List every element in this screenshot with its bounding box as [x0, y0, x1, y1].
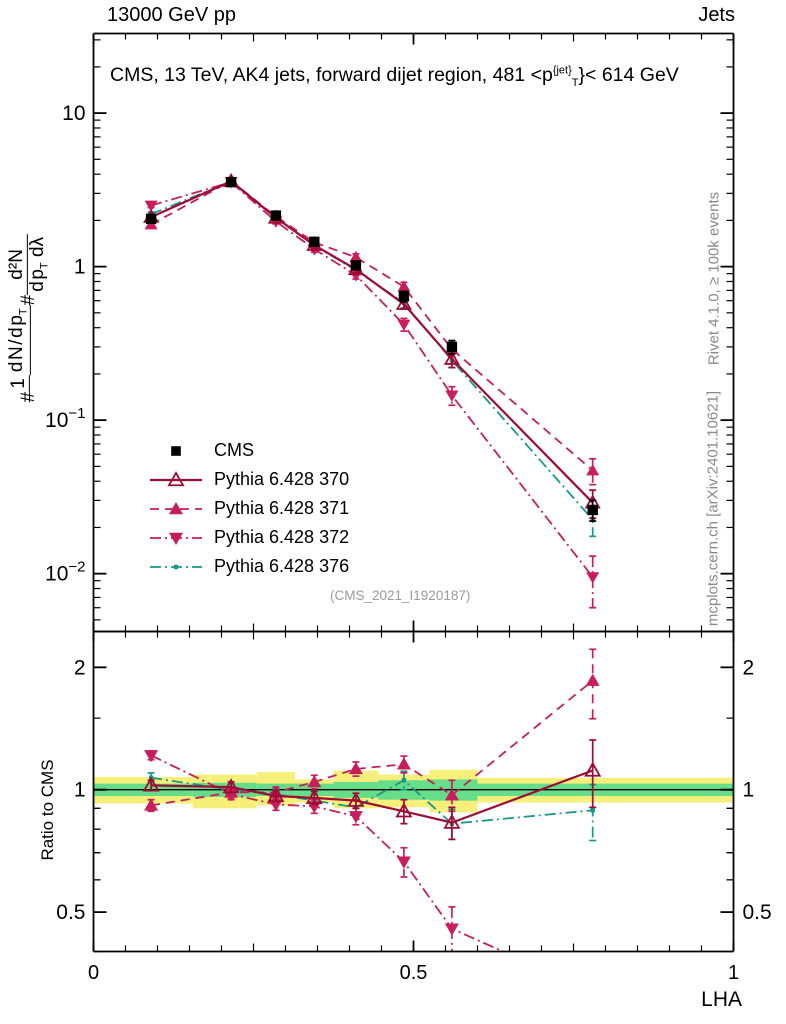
mcplots-source-label: mcplots.cern.ch [arXiv:2401.10621]	[704, 390, 722, 627]
ratio-y-tick-label-right: 1	[743, 779, 755, 802]
legend-label: Pythia 6.428 372	[214, 527, 350, 547]
marker-triangle-down	[144, 750, 159, 763]
marker-triangle-up	[307, 774, 322, 788]
ratio-y-tick-label: 0.5	[56, 901, 85, 924]
legend: CMS Pythia 6.428 370 Pythia 6.428 371 Py…	[148, 436, 349, 581]
marker-triangle-open	[142, 776, 160, 792]
plot-title-post: }< 614 GeV	[578, 64, 679, 86]
marker-triangle-open	[443, 350, 460, 365]
marker-square	[398, 291, 410, 302]
marker-square	[270, 210, 282, 221]
marker-triangle-up	[397, 280, 411, 292]
ratio-y-tick-label-right: 2	[743, 656, 755, 679]
marker-triangle-up	[349, 250, 363, 263]
marker-triangle-up	[144, 798, 159, 811]
ratio-panel-frame	[92, 630, 735, 953]
ratio-y-tick-label: 1	[74, 779, 86, 802]
svg-text:10: 10	[62, 102, 85, 125]
marker-triangle-open	[395, 802, 413, 818]
legend-item[interactable]: Pythia 6.428 372	[148, 523, 349, 552]
marker-triangle-down	[397, 319, 411, 331]
marker-square	[446, 341, 458, 353]
marker-square	[350, 260, 362, 271]
marker-triangle-up	[444, 788, 459, 801]
legend-key-glyph	[150, 564, 202, 569]
ratio-y-axis-label: Ratio to CMS	[38, 759, 57, 861]
marker-triangle-up	[586, 463, 600, 476]
marker-triangle-up	[169, 501, 183, 514]
series-cms	[145, 176, 598, 522]
marker-square	[145, 213, 157, 224]
x-tick-label: 1	[728, 962, 739, 984]
marker-triangle-down	[586, 572, 600, 584]
marker-triangle-down	[169, 532, 183, 545]
legend-key-glyph	[150, 470, 202, 486]
marker-dot	[590, 808, 595, 813]
legend-key	[148, 470, 204, 490]
plot-title-subscript: T	[571, 76, 579, 89]
svg-text:1: 1	[74, 256, 86, 279]
marker-triangle-open	[443, 813, 461, 829]
legend-item[interactable]: Pythia 6.428 376	[148, 552, 349, 581]
marker-triangle-open	[347, 791, 365, 807]
legend-item[interactable]: CMS	[148, 436, 349, 465]
marker-square	[225, 176, 237, 188]
marker-triangle-open	[395, 295, 412, 310]
marker-square	[587, 504, 598, 516]
legend-key	[148, 528, 204, 548]
header-beam-label: 13000 GeV pp	[107, 4, 236, 26]
marker-triangle-open	[267, 787, 285, 803]
marker-triangle-up	[348, 761, 363, 775]
legend-label: Pythia 6.428 376	[214, 556, 350, 576]
marker-triangle-down	[348, 811, 363, 824]
legend-key-glyph	[150, 532, 202, 545]
marker-square	[309, 236, 320, 248]
marker-triangle-open	[222, 778, 240, 794]
x-axis-label: LHA	[701, 988, 742, 1011]
main-y-axis-label: #1 d N / d pT # d²N d pT dλ	[6, 158, 51, 478]
ratio-uncertainty-bands	[93, 769, 734, 813]
analysis-id-watermark: (CMS_2021_I1920187)	[330, 588, 471, 603]
legend-key-glyph	[150, 501, 202, 514]
marker-triangle-down	[445, 390, 459, 402]
main-y-tick-label: 1	[74, 256, 86, 279]
legend-key-glyph	[171, 445, 181, 456]
plot-title-superscript: {jet}	[552, 64, 572, 77]
marker-dot	[401, 778, 407, 783]
x-tick-label: 0	[88, 962, 99, 984]
marker-triangle-open	[584, 761, 602, 777]
marker-triangle-down	[444, 923, 459, 936]
marker-triangle-down	[144, 200, 158, 213]
legend-label: CMS	[214, 440, 254, 460]
marker-triangle-open	[167, 470, 185, 486]
header-analysis-label: Jets	[698, 4, 735, 26]
series-pythia-6-428-370	[142, 739, 602, 841]
marker-triangle-up	[396, 757, 411, 770]
plot-title-pre: CMS, 13 TeV, AK4 jets, forward dijet reg…	[110, 64, 553, 86]
legend-label: Pythia 6.428 370	[214, 469, 350, 489]
main-y-tick-label: 10	[62, 102, 85, 125]
legend-label: Pythia 6.428 371	[214, 498, 350, 518]
legend-item[interactable]: Pythia 6.428 371	[148, 494, 349, 523]
marker-triangle-down	[396, 856, 411, 869]
marker-square	[171, 445, 181, 456]
legend-key	[148, 441, 204, 461]
marker-triangle-open	[305, 789, 323, 804]
x-tick-label: 0.5	[400, 962, 428, 984]
marker-dot	[173, 564, 179, 569]
legend-key	[148, 557, 204, 577]
ratio-y-tick-label-right: 0.5	[743, 901, 772, 924]
legend-item[interactable]: Pythia 6.428 370	[148, 465, 349, 494]
marker-triangle-up	[585, 673, 600, 686]
plot-title: CMS, 13 TeV, AK4 jets, forward dijet reg…	[110, 64, 679, 89]
ratio-y-tick-label: 2	[74, 656, 86, 679]
legend-key	[148, 499, 204, 519]
